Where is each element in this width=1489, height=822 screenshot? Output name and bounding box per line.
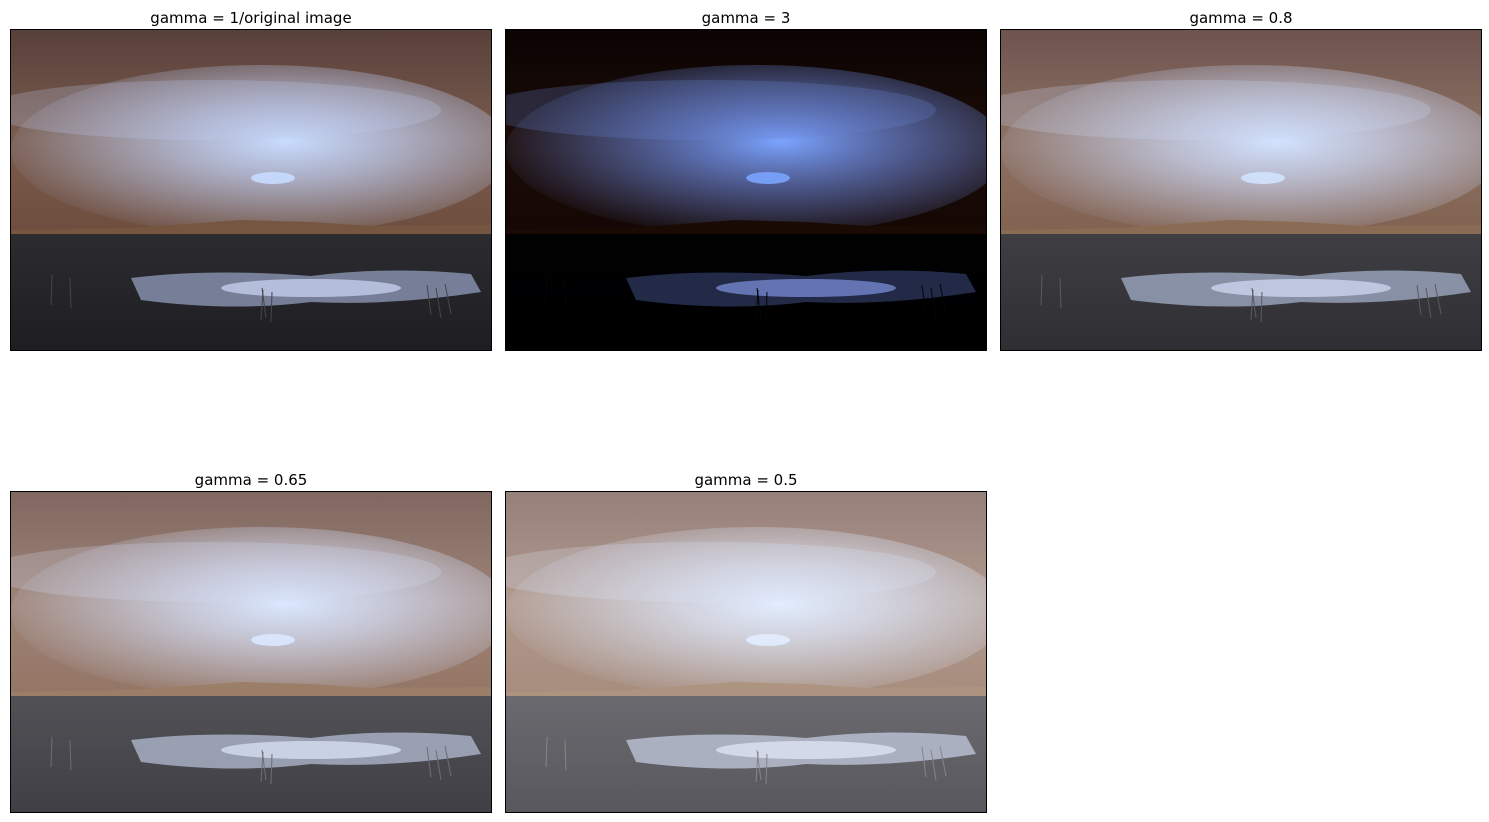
cloud-streak (506, 80, 936, 140)
horizon-ridge (506, 682, 986, 697)
water-reflection (1211, 279, 1391, 297)
light-core (746, 634, 790, 646)
landscape-image (505, 29, 987, 351)
landscape-graphic (1001, 30, 1481, 350)
reeds (50, 274, 452, 323)
water-reflection (716, 279, 896, 297)
landscape-image (10, 29, 492, 351)
panel-title: gamma = 0.8 (1189, 9, 1293, 27)
water-reflection (716, 741, 896, 759)
horizon-ridge (11, 682, 491, 697)
landscape-image (1000, 29, 1482, 351)
light-core (746, 172, 790, 184)
glowing-clouds (11, 527, 491, 697)
light-core (251, 634, 295, 646)
landscape-graphic (11, 492, 491, 812)
reeds (50, 736, 452, 785)
horizon-ridge (506, 220, 986, 235)
glowing-clouds (506, 65, 986, 235)
reeds (1040, 274, 1442, 323)
cloud-streak (506, 542, 936, 602)
cloud-streak (11, 542, 441, 602)
panel-title: gamma = 0.5 (694, 471, 798, 489)
light-core (1241, 172, 1285, 184)
light-core (251, 172, 295, 184)
landscape-image (505, 491, 987, 813)
panel-title: gamma = 1/original image (150, 9, 352, 27)
reeds (545, 274, 947, 323)
landscape-image (10, 491, 492, 813)
cloud-streak (11, 80, 441, 140)
glowing-clouds (1001, 65, 1481, 235)
panel-title: gamma = 3 (701, 9, 791, 27)
horizon-ridge (1001, 220, 1481, 235)
reeds (545, 736, 947, 785)
glowing-clouds (11, 65, 491, 235)
landscape-graphic (11, 30, 491, 350)
panel-title: gamma = 0.65 (194, 471, 308, 489)
cloud-streak (1001, 80, 1431, 140)
horizon-ridge (11, 220, 491, 235)
glowing-clouds (506, 527, 986, 697)
water-reflection (221, 741, 401, 759)
landscape-graphic (506, 30, 986, 350)
landscape-graphic (506, 492, 986, 812)
water-reflection (221, 279, 401, 297)
